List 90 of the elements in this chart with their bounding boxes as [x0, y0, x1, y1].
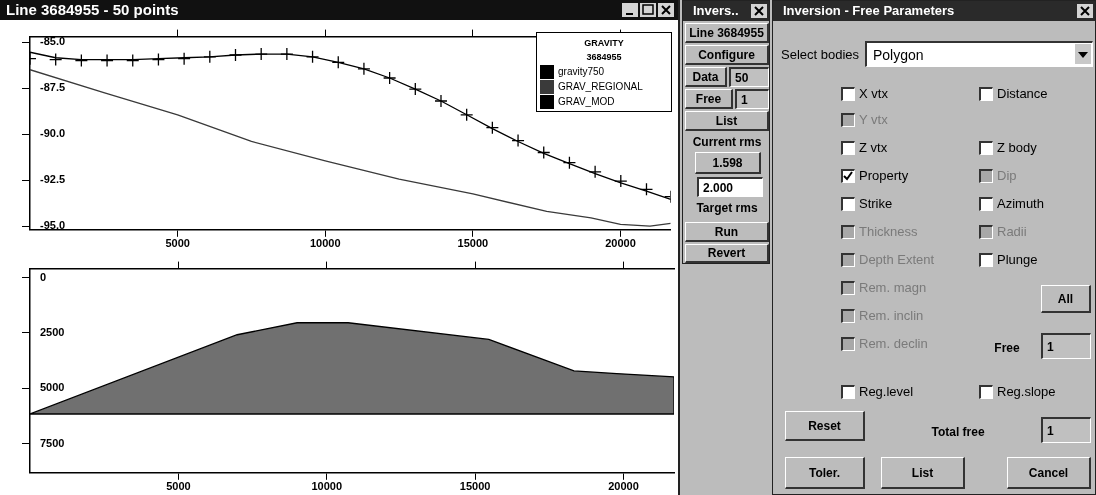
button: All: [1041, 285, 1091, 313]
text-field: 1: [735, 89, 769, 109]
text: Total free: [930, 424, 986, 441]
text: X vtx: [859, 85, 888, 103]
text: Rem. magn: [859, 279, 927, 297]
point: [511, 133, 525, 148]
text: Select bodies: [781, 45, 861, 63]
text: Reg.slope: [997, 383, 1056, 401]
x-tick-label: 15000: [459, 480, 491, 493]
point: [74, 53, 89, 68]
text-field: 1: [1041, 333, 1091, 359]
y-tick-label: 2500: [40, 326, 65, 338]
legend-title: GRAVITY 3684955: [583, 37, 625, 64]
text: Inversion - Free Parameters: [783, 3, 955, 18]
x-tick-label: 5000: [166, 480, 191, 493]
point: [126, 53, 140, 68]
y-tick-label: -85.0: [40, 35, 66, 48]
point: [434, 94, 448, 108]
button: List: [881, 457, 965, 489]
text: Target rms: [695, 200, 759, 217]
text: Rem. inclin: [859, 307, 924, 325]
text: Y vtx: [859, 111, 888, 129]
text: Thickness: [859, 223, 918, 241]
text: Depth Extent: [859, 251, 935, 269]
point: [357, 62, 371, 76]
text-field: 2.000: [697, 177, 763, 197]
point: [254, 47, 268, 61]
button: Revert: [685, 244, 769, 263]
point: [562, 155, 577, 170]
y-tick-label: 7500: [40, 436, 65, 449]
y-tick-label: -87.5: [40, 81, 66, 94]
text: Rem. declin: [859, 335, 928, 353]
point: [100, 53, 114, 68]
button: Cancel: [1007, 457, 1091, 489]
point: [639, 182, 654, 196]
x-tick-label: 20000: [608, 480, 639, 493]
point: [408, 82, 422, 96]
text: Invers..: [693, 3, 739, 18]
point: [460, 108, 474, 122]
text: Strike: [859, 195, 893, 213]
text: Current rms: [691, 134, 763, 151]
point: [485, 121, 500, 135]
dropdown: Polygon: [865, 41, 1093, 67]
button: 1.598: [695, 152, 761, 174]
button: Reset: [785, 411, 865, 441]
point: [280, 47, 294, 61]
point: [228, 48, 243, 62]
legend-label: GRAV_REGIONAL: [558, 79, 643, 94]
chart-title: Line 3684955 - 50 points: [6, 1, 179, 18]
point: [331, 55, 345, 70]
button: Configure: [685, 45, 769, 65]
text: Distance: [997, 85, 1048, 103]
point: [588, 165, 602, 179]
text-field: 1: [1041, 417, 1091, 443]
text: Plunge: [997, 251, 1038, 269]
button: Toler.: [785, 457, 865, 489]
point: [177, 52, 191, 66]
point: [382, 71, 397, 85]
point: [49, 52, 63, 67]
button: List: [685, 111, 769, 131]
point: [151, 52, 166, 67]
text: Z vtx: [859, 139, 888, 157]
x-tick-label: 5000: [165, 237, 190, 250]
point: [614, 174, 628, 188]
text: Reg.level: [859, 383, 914, 401]
legend-label: gravity750: [558, 64, 605, 79]
text: Z body: [997, 139, 1037, 157]
y-tick-label: 0: [40, 270, 47, 283]
x-tick-label: 10000: [311, 480, 343, 493]
text: Dip: [997, 167, 1017, 185]
text: Property: [859, 167, 909, 185]
button: Data: [685, 67, 727, 87]
x-tick-label: 20000: [605, 237, 636, 250]
button: Free: [685, 89, 733, 109]
y-tick-label: -92.5: [40, 173, 66, 186]
point: [305, 50, 320, 64]
point: [537, 145, 551, 160]
legend-label: GRAV_MOD: [558, 94, 615, 109]
point: [203, 50, 217, 64]
button: Run: [685, 222, 769, 242]
x-tick-label: 15000: [457, 237, 489, 250]
y-tick-label: -95.0: [40, 219, 66, 232]
text: Free: [993, 340, 1021, 357]
text-field: 50: [729, 67, 769, 87]
text: Radii: [997, 223, 1027, 241]
text: Azimuth: [997, 195, 1044, 213]
button: Line 3684955: [685, 23, 769, 43]
y-tick-label: 5000: [40, 381, 65, 394]
y-tick-label: -90.0: [40, 127, 66, 140]
x-tick-label: 10000: [309, 237, 341, 250]
